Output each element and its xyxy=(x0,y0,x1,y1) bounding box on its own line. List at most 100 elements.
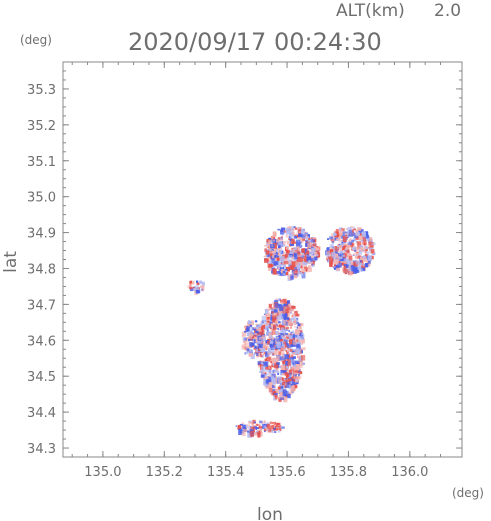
echo-cell xyxy=(367,254,369,256)
echo-cell xyxy=(299,326,302,329)
echo-cell xyxy=(335,253,338,257)
echo-cell xyxy=(283,241,286,243)
echo-cell xyxy=(258,343,263,348)
echo-cell xyxy=(352,243,355,246)
echo-cell xyxy=(351,229,354,233)
echo-cell xyxy=(265,322,269,326)
echo-cell xyxy=(192,286,195,289)
echo-cell xyxy=(292,352,296,356)
echo-cell xyxy=(352,264,355,267)
echo-cell xyxy=(244,351,247,355)
echo-cell xyxy=(263,379,268,385)
echo-cell xyxy=(293,257,295,261)
echo-cell xyxy=(272,315,277,321)
echo-cell xyxy=(278,324,281,328)
echo-cell xyxy=(256,324,260,327)
echo-cell xyxy=(297,226,299,229)
echo-cell xyxy=(267,428,272,433)
echo-cell xyxy=(241,430,246,437)
echo-cell xyxy=(272,231,277,237)
altitude-label: ALT(km) xyxy=(336,1,405,21)
echo-cell xyxy=(274,396,278,400)
echo-cell xyxy=(344,251,347,254)
echo-cell xyxy=(297,352,302,359)
echo-cell xyxy=(263,313,266,315)
echo-cell xyxy=(278,333,283,338)
echo-cell xyxy=(269,334,273,338)
echo-cell xyxy=(311,260,315,266)
echo-cell xyxy=(270,361,273,364)
echo-cell xyxy=(261,421,265,424)
echo-cell xyxy=(297,252,302,257)
echo-cell xyxy=(286,351,289,356)
echo-cell xyxy=(268,245,273,252)
echo-cell xyxy=(266,320,270,323)
echo-cell xyxy=(343,269,348,274)
echo-cell xyxy=(295,360,300,365)
y-tick-label: 35.2 xyxy=(27,119,56,134)
echo-cell xyxy=(255,323,258,326)
echo-cell xyxy=(285,272,289,276)
echo-cell xyxy=(250,330,253,334)
echo-cell xyxy=(358,235,363,241)
echo-cell xyxy=(297,371,303,375)
echo-cell xyxy=(293,270,298,275)
echo-cell xyxy=(249,325,253,328)
echo-cell xyxy=(297,372,300,375)
echo-cell xyxy=(295,261,299,266)
echo-cell xyxy=(193,286,196,289)
x-tick-label: 135.6 xyxy=(268,465,305,480)
echo-cell xyxy=(334,246,340,252)
echo-cell xyxy=(266,252,270,258)
echo-cell xyxy=(271,347,275,350)
echo-cell xyxy=(294,259,297,262)
echo-cell xyxy=(277,328,280,330)
echo-cell xyxy=(304,266,308,270)
echo-cell xyxy=(340,235,344,239)
echo-cell xyxy=(359,268,364,272)
echo-cell xyxy=(277,333,281,335)
echo-cell xyxy=(199,280,203,284)
echo-cell xyxy=(270,375,274,380)
echo-cell xyxy=(310,249,313,252)
echo-cell xyxy=(271,337,274,340)
echo-cell xyxy=(294,268,298,273)
echo-cell xyxy=(357,265,362,270)
echo-cell xyxy=(294,370,299,373)
echo-cell xyxy=(270,237,274,240)
echo-cell xyxy=(189,286,193,290)
echo-cell xyxy=(299,255,304,259)
echo-cell xyxy=(269,343,273,347)
echo-cell xyxy=(266,243,270,248)
echo-cell xyxy=(292,376,295,379)
echo-cell xyxy=(342,236,347,243)
echo-cell xyxy=(289,339,293,345)
echo-cell xyxy=(265,250,270,255)
echo-cell xyxy=(284,360,288,366)
echo-cell xyxy=(267,312,271,317)
echo-cell xyxy=(313,246,317,249)
echo-cell xyxy=(285,321,289,326)
echo-cell xyxy=(364,263,369,268)
echo-cell xyxy=(256,345,259,347)
echo-cell xyxy=(306,269,309,273)
echo-cell xyxy=(286,317,290,320)
echo-cell xyxy=(241,344,246,350)
echo-cell xyxy=(363,240,367,245)
echo-cell xyxy=(270,308,275,312)
y-tick-label: 34.3 xyxy=(27,442,56,457)
echo-cell xyxy=(296,317,299,320)
echo-cell xyxy=(244,326,247,329)
echo-cell xyxy=(263,361,268,367)
echo-cell xyxy=(251,422,254,427)
echo-cell xyxy=(271,365,273,367)
echo-cell xyxy=(359,250,363,254)
echo-cell xyxy=(353,232,356,235)
echo-cell xyxy=(312,243,315,247)
echo-cell xyxy=(254,336,257,340)
echo-cell xyxy=(296,264,301,270)
echo-cell xyxy=(276,315,280,322)
echo-cell xyxy=(243,429,245,431)
echo-cell xyxy=(364,255,369,259)
